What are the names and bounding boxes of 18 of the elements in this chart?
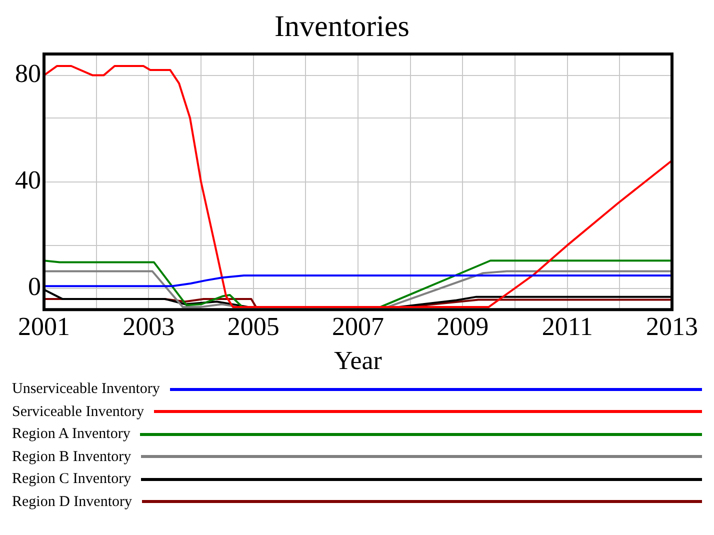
y-tick-label: 40 xyxy=(15,166,41,195)
chart-title: Inventories xyxy=(274,10,410,43)
legend-label: Region D Inventory xyxy=(12,492,132,512)
x-tick-label: 2007 xyxy=(332,312,384,342)
legend-label: Serviceable Inventory xyxy=(12,402,144,422)
y-tick-label: 80 xyxy=(15,59,41,88)
legend-label: Region B Inventory xyxy=(12,448,132,466)
x-tick-label: 2001 xyxy=(18,312,70,342)
legend-label: Unserviceable Inventory xyxy=(12,380,160,399)
y-tick-label: 0 xyxy=(28,272,41,302)
x-axis-title: Year xyxy=(334,346,382,376)
x-tick-label: 2005 xyxy=(227,312,280,342)
x-tick-label: 2013 xyxy=(646,312,698,342)
x-tick-label: 2009 xyxy=(436,312,489,342)
x-tick-label: 2003 xyxy=(122,312,175,342)
x-tick-label: 2011 xyxy=(542,312,593,342)
legend-label: Region A Inventory xyxy=(12,425,130,444)
legend-label: Region C Inventory xyxy=(12,470,132,489)
